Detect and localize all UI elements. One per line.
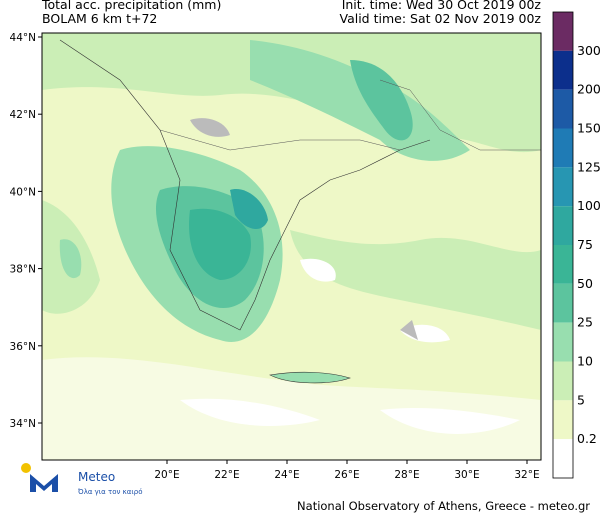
colorbar-label: 10 [577, 354, 593, 369]
valid-time: Valid time: Sat 02 Nov 2019 00z [340, 11, 542, 26]
colorbar-label: 0.2 [577, 431, 597, 446]
model: BOLAM 6 km t+72 [42, 11, 157, 26]
colorbar-label: 150 [577, 121, 601, 136]
colorbar-swatch [553, 361, 573, 401]
colorbar-label: 25 [577, 315, 593, 330]
colorbar-swatch [553, 439, 573, 478]
lon-label: 22°E [214, 469, 239, 481]
lat-label: 36°N [10, 341, 36, 353]
colorbar-label: 125 [577, 159, 601, 174]
colorbar-label: 75 [577, 237, 593, 252]
colorbar-swatch [553, 322, 573, 362]
colorbar-swatch [553, 167, 573, 207]
colorbar-swatch [553, 128, 573, 168]
map-area [41, 32, 542, 461]
lat-label: 42°N [10, 109, 36, 121]
lon-label: 24°E [274, 469, 299, 481]
colorbar-frame [552, 11, 574, 479]
lat-label: 40°N [10, 186, 36, 198]
lat-label: 44°N [10, 32, 36, 44]
init-time: Init. time: Wed 30 Oct 2019 00z [342, 0, 542, 12]
colorbar-label: 50 [577, 276, 593, 291]
colorbar-label: 300 [577, 43, 601, 58]
logo-name: Meteo [78, 470, 115, 484]
lat-label: 38°N [10, 264, 36, 276]
colorbar-swatch [553, 283, 573, 323]
colorbar-label: 100 [577, 198, 601, 213]
lat-label: 34°N [10, 418, 36, 430]
lon-label: 20°E [154, 469, 179, 481]
logo: Meteo Όλα για τον καιρό [21, 463, 143, 496]
colorbar-swatch [553, 400, 573, 440]
footer: National Observatory of Athens, Greece -… [297, 499, 590, 513]
colorbar-label: 5 [577, 392, 585, 407]
lon-label: 28°E [394, 469, 419, 481]
lon-label: 32°E [514, 469, 539, 481]
colorbar-swatch [553, 206, 573, 245]
colorbar-swatch [553, 245, 573, 284]
lon-label: 26°E [334, 469, 359, 481]
colorbar-swatch [553, 12, 573, 51]
logo-tagline: Όλα για τον καιρό [77, 488, 143, 496]
lon-label: 30°E [454, 469, 479, 481]
colorbar-label: 200 [577, 82, 601, 97]
colorbar-swatch [553, 89, 573, 129]
title: Total acc. precipitation (mm) [41, 0, 221, 12]
colorbar-swatch [553, 50, 573, 90]
